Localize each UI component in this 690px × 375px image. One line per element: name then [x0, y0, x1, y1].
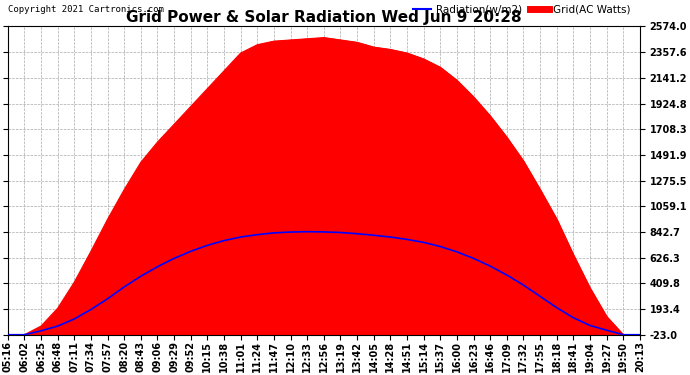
Title: Grid Power & Solar Radiation Wed Jun 9 20:28: Grid Power & Solar Radiation Wed Jun 9 2… — [126, 10, 522, 25]
Text: Copyright 2021 Cartronics.com: Copyright 2021 Cartronics.com — [8, 5, 164, 14]
Legend: Radiation(w/m2), Grid(AC Watts): Radiation(w/m2), Grid(AC Watts) — [408, 1, 635, 19]
